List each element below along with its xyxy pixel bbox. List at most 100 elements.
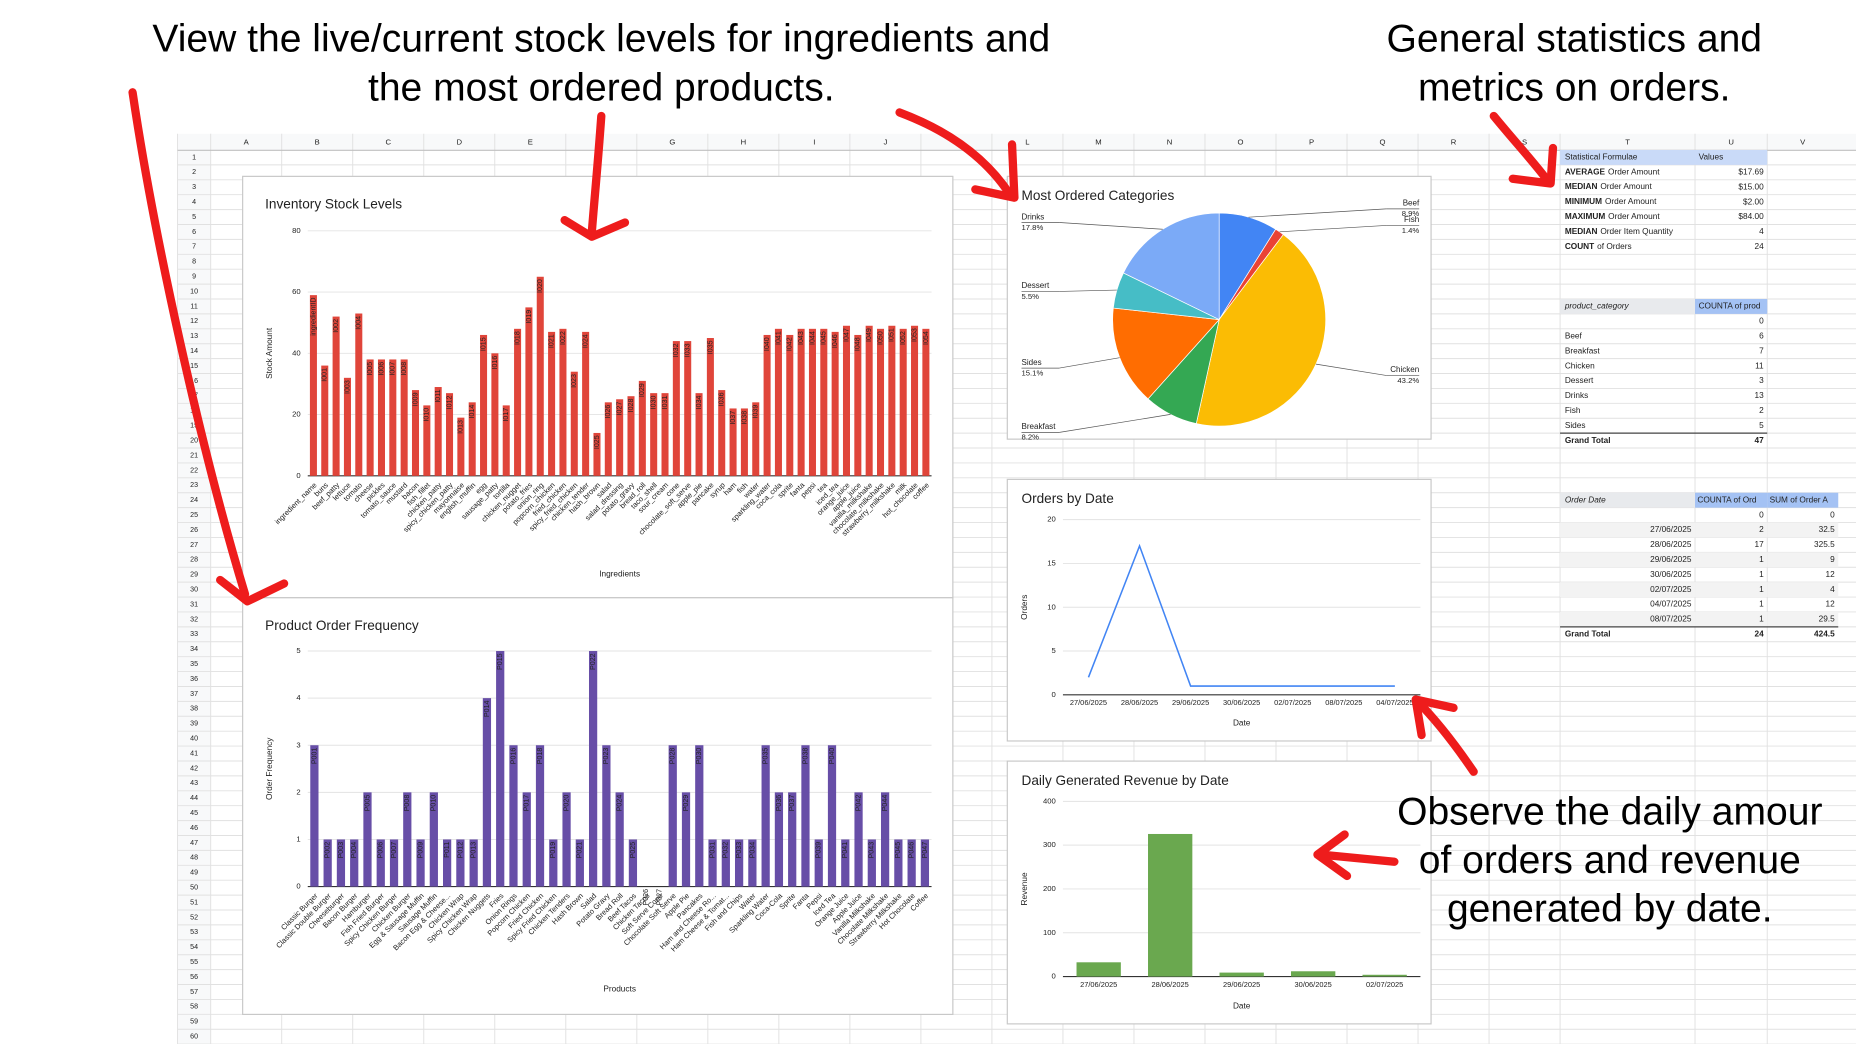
column-letter: R <box>1451 138 1457 147</box>
bar-id-label: P027 <box>655 889 663 906</box>
bar <box>752 402 760 476</box>
bar <box>786 334 794 476</box>
leader-line <box>1059 289 1117 292</box>
category-name: Sides <box>1565 421 1586 430</box>
x-tick-label: 30/06/2025 <box>1295 980 1332 989</box>
bar <box>355 313 363 476</box>
category-count: 2 <box>1759 406 1764 415</box>
cell-fill <box>1560 611 1696 627</box>
x-tick-label: 27/06/2025 <box>1080 980 1117 989</box>
bar-id-label: I005 <box>366 362 374 376</box>
bar-id-label: I017 <box>502 408 510 422</box>
stat-label: MEDIAN Order Item Quantity <box>1565 227 1674 236</box>
stat-description: Order Amount <box>1608 168 1660 177</box>
order-count: 1 <box>1759 600 1764 609</box>
x-tick-label: 08/07/2025 <box>1325 698 1362 707</box>
y-tick-label: 10 <box>1047 602 1056 611</box>
y-tick-label: 3 <box>296 740 300 749</box>
bar <box>706 338 714 476</box>
bar <box>442 839 452 887</box>
category-count: 7 <box>1759 346 1764 355</box>
table-header: Values <box>1699 153 1724 162</box>
row-number: 3 <box>192 183 196 191</box>
cell-fill <box>1695 298 1768 314</box>
bar-id-label: I027 <box>616 402 624 416</box>
y-tick-label: 60 <box>292 287 301 296</box>
order-date: 27/06/2025 <box>1650 525 1692 534</box>
bar-id-label: P035 <box>762 748 770 765</box>
bar-id-label: P017 <box>523 795 531 812</box>
bar-id-label: P014 <box>483 700 491 717</box>
bar <box>411 390 420 476</box>
bar <box>582 331 590 476</box>
x-tick-label: 29/06/2025 <box>1223 980 1260 989</box>
bar <box>808 328 816 476</box>
bar-id-label: P009 <box>416 842 424 859</box>
row-number: 12 <box>190 317 198 325</box>
cell-fill <box>1560 298 1696 314</box>
category-count: 13 <box>1754 391 1764 400</box>
row-number: 2 <box>192 168 196 176</box>
y-tick-label: 80 <box>292 226 301 235</box>
order-date: Grand Total <box>1565 629 1611 638</box>
bar-id-label: P018 <box>536 748 544 765</box>
bar <box>854 792 863 887</box>
bar <box>681 792 691 887</box>
stat-keyword: MEDIAN <box>1565 182 1598 191</box>
y-tick-label: 5 <box>1052 646 1056 655</box>
category-count: 11 <box>1755 361 1764 370</box>
row-number: 7 <box>192 243 196 251</box>
bar <box>911 325 919 476</box>
bar-id-label: P004 <box>350 842 358 859</box>
y-axis-title: Stock Amount <box>265 327 274 379</box>
bar-id-label: P040 <box>828 748 836 765</box>
pie-value-label: 17.8% <box>1022 223 1044 232</box>
row-number: 40 <box>190 734 198 742</box>
bar-id-label: P043 <box>868 842 876 859</box>
stat-value: $17.69 <box>1738 168 1764 177</box>
chart-title: Most Ordered Categories <box>1022 188 1175 203</box>
bar <box>814 839 823 887</box>
row-number: 10 <box>190 287 198 295</box>
bar <box>774 328 782 476</box>
row-number: 60 <box>190 1033 198 1041</box>
x-tick-label: 02/07/2025 <box>1274 698 1311 707</box>
row-number: 30 <box>190 585 198 593</box>
column-header-bar <box>177 133 1856 151</box>
bar-id-label: I026 <box>604 405 612 419</box>
bar-id-label: I037 <box>729 411 737 425</box>
row-number: 19 <box>190 422 198 430</box>
bar-id-label: P005 <box>363 795 371 812</box>
row-number: 1 <box>192 153 196 161</box>
column-letter: M <box>1095 138 1101 147</box>
annotation-text: metrics on orders. <box>1418 66 1730 109</box>
order-sum: 4 <box>1830 585 1835 594</box>
cell-fill <box>1560 492 1696 508</box>
bar <box>468 402 476 476</box>
order-sum: 325.5 <box>1814 540 1835 549</box>
bar-id-label: P038 <box>801 748 809 765</box>
bar-id-label: P010 <box>430 795 438 812</box>
bar-id-label: I033 <box>684 343 692 357</box>
pie-value-label: 1.4% <box>1402 226 1420 235</box>
stat-description: Order Item Quantity <box>1600 227 1673 236</box>
bar <box>718 390 726 476</box>
bar <box>604 402 612 476</box>
bar <box>522 792 531 887</box>
bar <box>336 839 346 887</box>
category-name: Fish <box>1565 406 1581 415</box>
row-number: 57 <box>190 988 198 996</box>
column-letter: V <box>1800 138 1806 147</box>
row-number: 46 <box>190 824 198 832</box>
cell-fill <box>1560 552 1696 568</box>
row-number: 22 <box>190 466 198 474</box>
arrow <box>1489 111 1552 185</box>
arrow-head <box>971 140 1019 202</box>
row-number: 44 <box>190 794 198 802</box>
chart-frame <box>242 597 954 1015</box>
bar <box>456 839 465 887</box>
bar-id-label: P046 <box>908 842 916 859</box>
bar-id-label: I031 <box>661 395 669 409</box>
row-number: 6 <box>192 228 196 236</box>
bar-id-label: P019 <box>549 842 557 859</box>
